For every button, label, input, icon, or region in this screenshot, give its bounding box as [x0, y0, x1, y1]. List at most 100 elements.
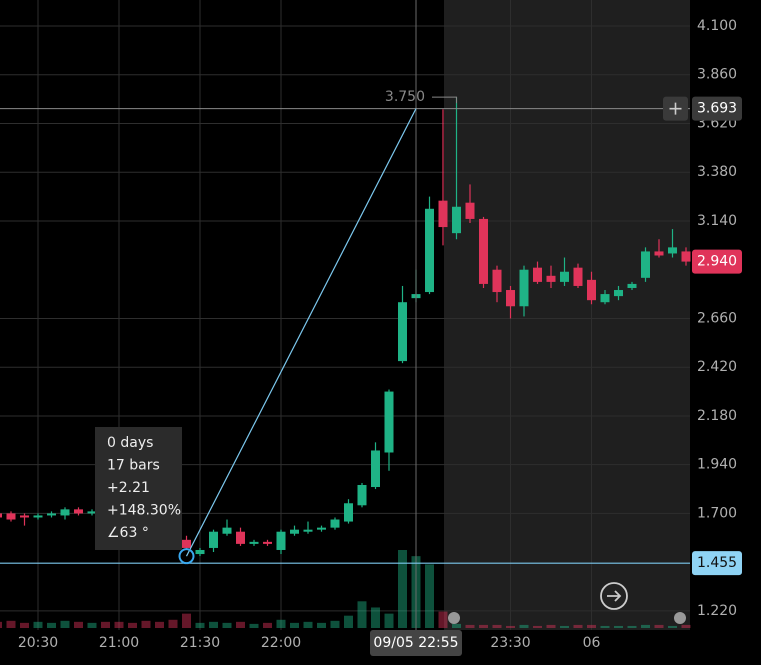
volume-bar — [182, 613, 191, 628]
candle-body — [425, 208, 434, 293]
candle-body — [654, 251, 664, 256]
y-tick-label: 2.420 — [697, 359, 737, 375]
candle-body — [344, 503, 353, 522]
volume-bar — [33, 621, 43, 628]
volume-bar — [384, 613, 394, 628]
candle-body — [533, 267, 542, 282]
x-tick-label: 21:00 — [99, 635, 139, 651]
volume-bar — [425, 564, 434, 628]
volume-bar — [114, 621, 124, 628]
volume-bar — [344, 615, 353, 628]
candle-body — [195, 549, 205, 555]
candle-body — [290, 529, 299, 534]
candle-body — [47, 513, 56, 516]
candle-body — [519, 269, 529, 307]
volume-bar — [506, 625, 515, 628]
candle-body — [438, 200, 448, 228]
y-tick-label: 1.700 — [697, 505, 737, 521]
y-tick-label: 3.860 — [697, 67, 737, 83]
volume-bar — [222, 622, 232, 628]
volume-bar — [155, 621, 164, 628]
candle-body — [20, 515, 29, 518]
volume-bar — [479, 624, 488, 628]
volume-bar — [290, 622, 299, 628]
measure-info: +2.21 — [107, 480, 150, 496]
candle-body — [398, 302, 407, 362]
candle-body — [627, 283, 637, 288]
x-tick-label: 21:30 — [180, 635, 220, 651]
high-marker-line — [432, 96, 457, 104]
candle-body — [249, 541, 259, 544]
candle-body — [614, 290, 623, 297]
candle-body — [668, 247, 677, 254]
session-icon — [448, 612, 460, 624]
candle-body — [60, 509, 70, 516]
high-marker-label: 3.750 — [385, 89, 425, 105]
volume-bar — [101, 621, 110, 628]
candle-body — [276, 531, 286, 550]
measure-info: ∠63 ° — [107, 525, 149, 541]
volume-bar — [465, 624, 475, 628]
volume-bar — [641, 624, 650, 628]
candle-body — [317, 527, 326, 530]
x-tick-label: 06 — [583, 635, 601, 651]
x-tick-label: 23:30 — [490, 635, 530, 651]
candle-body — [573, 267, 583, 286]
measure-tooltip — [95, 427, 182, 550]
candles — [0, 97, 691, 557]
volume-bar — [141, 620, 151, 628]
measure-price-label: 1.455 — [697, 555, 737, 571]
crosshair-time-box — [370, 630, 462, 656]
volume-bar — [168, 619, 178, 628]
volume-bar — [209, 621, 218, 628]
candle-body — [479, 218, 488, 284]
candle-body — [303, 529, 313, 532]
volume-bar — [492, 624, 502, 628]
candle-body — [587, 279, 596, 301]
volume-bar — [573, 624, 583, 628]
candle-body — [465, 202, 475, 219]
y-tick-label: 3.140 — [697, 213, 737, 229]
volume-bar — [74, 621, 83, 628]
candle-body — [33, 515, 43, 518]
volume-bar — [614, 625, 623, 628]
candle-body — [74, 509, 83, 514]
candle-body — [222, 527, 232, 534]
volume-bar — [236, 621, 245, 628]
volume-bar — [681, 624, 691, 628]
volume-bar — [317, 622, 326, 628]
volume-bar — [371, 607, 380, 628]
measure-anchor[interactable] — [178, 548, 195, 565]
volume-bar — [6, 620, 16, 628]
extended-hours-shade — [444, 0, 690, 630]
y-tick-label: 3.380 — [697, 164, 737, 180]
volume-bar — [263, 622, 272, 628]
candle-body — [182, 539, 191, 548]
y-tick-label: 1.220 — [697, 603, 737, 619]
crosshair-time-label: 09/05 22:55 — [373, 635, 458, 651]
volume-bar — [303, 621, 313, 628]
measure-price-box — [692, 551, 742, 576]
volume-bar — [627, 625, 637, 628]
candle-body — [681, 251, 691, 262]
candle-body — [209, 531, 218, 548]
volume-bar — [357, 601, 367, 628]
x-tick-label: 22:00 — [261, 635, 301, 651]
candle-body — [371, 450, 380, 488]
volume-bar — [276, 619, 286, 628]
volume-bar — [128, 622, 137, 628]
volume-bar — [452, 623, 461, 628]
volume-bar — [60, 620, 70, 628]
candle-body — [452, 206, 461, 234]
scroll-arrow — [607, 590, 622, 602]
crosshair-price-box — [692, 96, 742, 121]
candle-body — [641, 251, 650, 278]
candle-body — [87, 511, 97, 514]
volume-bar — [533, 625, 542, 628]
volume-bar — [587, 624, 596, 628]
volume-bar — [195, 622, 205, 628]
y-tick-label: 2.180 — [697, 408, 737, 424]
candle-body — [546, 275, 556, 282]
overlay: 4.1003.8603.6203.3803.1402.6602.4202.180… — [0, 0, 742, 656]
volume-bar — [20, 622, 29, 628]
